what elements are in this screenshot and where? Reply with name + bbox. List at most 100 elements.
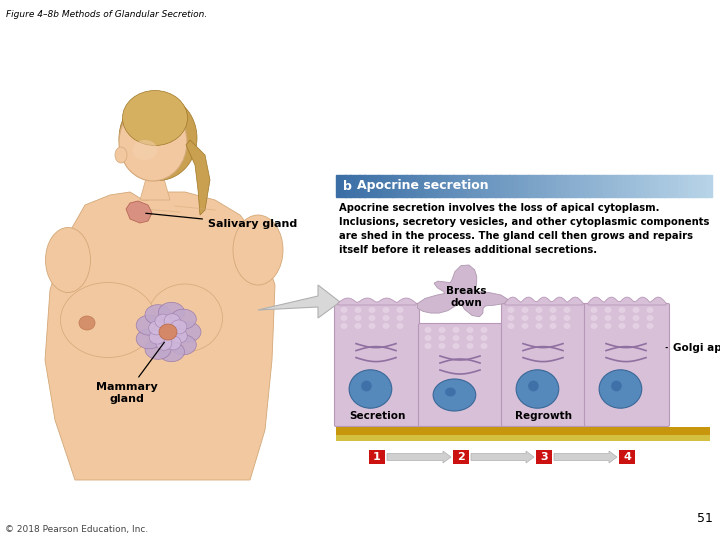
Ellipse shape	[233, 215, 283, 285]
Bar	[536, 450, 552, 464]
Ellipse shape	[433, 379, 476, 411]
Bar	[528, 175, 534, 197]
Bar	[589, 175, 594, 197]
Text: itself before it releases additional secretions.: itself before it releases additional sec…	[339, 245, 597, 255]
Bar	[374, 175, 379, 197]
Ellipse shape	[397, 307, 403, 313]
Ellipse shape	[438, 327, 446, 333]
Bar	[683, 175, 688, 197]
Text: b: b	[343, 179, 352, 192]
Bar	[561, 175, 566, 197]
Ellipse shape	[618, 315, 626, 321]
Ellipse shape	[618, 323, 626, 329]
Ellipse shape	[632, 323, 639, 329]
Bar	[481, 175, 487, 197]
Bar	[406, 175, 412, 197]
Ellipse shape	[148, 284, 222, 352]
Ellipse shape	[354, 315, 361, 321]
Ellipse shape	[605, 307, 611, 313]
FancyBboxPatch shape	[502, 303, 587, 427]
Bar	[346, 175, 351, 197]
Ellipse shape	[145, 339, 171, 359]
Ellipse shape	[605, 323, 611, 329]
Bar	[617, 175, 622, 197]
Bar	[472, 175, 477, 197]
Ellipse shape	[79, 316, 95, 330]
Bar	[444, 175, 449, 197]
Bar	[411, 175, 416, 197]
Ellipse shape	[508, 307, 515, 313]
Text: Mammary
gland: Mammary gland	[96, 342, 164, 403]
Bar	[505, 175, 510, 197]
Polygon shape	[418, 265, 508, 317]
Bar	[701, 175, 707, 197]
Bar	[626, 175, 632, 197]
Ellipse shape	[149, 321, 165, 335]
Ellipse shape	[171, 309, 197, 329]
Bar	[402, 175, 407, 197]
Text: Secretion: Secretion	[348, 411, 405, 421]
Bar	[552, 175, 557, 197]
Bar	[336, 427, 710, 435]
Polygon shape	[126, 201, 152, 223]
Ellipse shape	[438, 343, 446, 349]
Polygon shape	[588, 297, 666, 305]
Bar	[706, 175, 711, 197]
Ellipse shape	[158, 302, 184, 322]
Polygon shape	[338, 298, 416, 305]
Bar	[369, 175, 374, 197]
Ellipse shape	[145, 305, 171, 325]
Ellipse shape	[425, 327, 431, 333]
Bar	[566, 175, 571, 197]
Ellipse shape	[369, 323, 376, 329]
Ellipse shape	[549, 323, 557, 329]
Ellipse shape	[452, 327, 459, 333]
Bar	[598, 175, 603, 197]
Ellipse shape	[45, 227, 91, 293]
Ellipse shape	[536, 323, 542, 329]
Bar	[580, 175, 585, 197]
Text: 4: 4	[623, 452, 631, 462]
Text: Apocrine secretion: Apocrine secretion	[357, 179, 489, 192]
Ellipse shape	[632, 315, 639, 321]
Bar	[336, 175, 341, 197]
Bar	[383, 175, 388, 197]
Ellipse shape	[175, 322, 201, 342]
Bar	[500, 175, 505, 197]
Ellipse shape	[445, 388, 456, 396]
Ellipse shape	[516, 370, 559, 408]
Ellipse shape	[536, 315, 542, 321]
Bar	[495, 175, 500, 197]
Ellipse shape	[425, 335, 431, 341]
Ellipse shape	[171, 329, 187, 343]
Bar	[654, 175, 660, 197]
Bar	[542, 175, 547, 197]
Bar	[439, 175, 444, 197]
Ellipse shape	[156, 336, 172, 350]
Ellipse shape	[599, 370, 642, 408]
Bar	[575, 175, 580, 197]
FancyArrow shape	[387, 451, 451, 463]
Bar	[364, 175, 369, 197]
Bar	[359, 175, 364, 197]
Ellipse shape	[164, 314, 180, 328]
Ellipse shape	[132, 140, 158, 160]
Ellipse shape	[564, 323, 570, 329]
Bar	[477, 175, 482, 197]
Polygon shape	[505, 297, 583, 305]
Ellipse shape	[618, 307, 626, 313]
Text: 2: 2	[457, 452, 465, 462]
Bar	[669, 175, 674, 197]
Bar	[453, 175, 459, 197]
Ellipse shape	[397, 323, 403, 329]
Ellipse shape	[149, 330, 165, 344]
Bar	[392, 175, 397, 197]
Ellipse shape	[508, 315, 515, 321]
Ellipse shape	[159, 324, 177, 340]
Ellipse shape	[452, 335, 459, 341]
Ellipse shape	[425, 343, 431, 349]
Bar	[519, 175, 524, 197]
Bar	[415, 175, 421, 197]
Ellipse shape	[341, 307, 348, 313]
Ellipse shape	[467, 335, 474, 341]
